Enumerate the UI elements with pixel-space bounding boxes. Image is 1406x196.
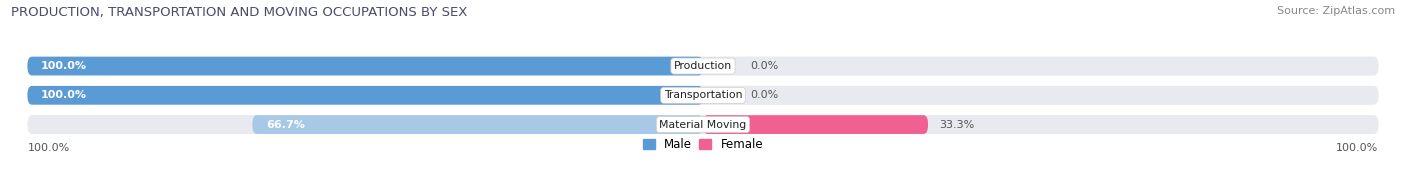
Text: Material Moving: Material Moving (659, 120, 747, 130)
Legend: Male, Female: Male, Female (643, 138, 763, 151)
Text: 100.0%: 100.0% (41, 90, 87, 100)
Text: 66.7%: 66.7% (266, 120, 305, 130)
Text: 33.3%: 33.3% (939, 120, 974, 130)
Text: 100.0%: 100.0% (28, 143, 70, 153)
Text: Source: ZipAtlas.com: Source: ZipAtlas.com (1277, 6, 1395, 16)
FancyBboxPatch shape (27, 86, 1379, 105)
FancyBboxPatch shape (703, 115, 928, 134)
FancyBboxPatch shape (27, 57, 1379, 76)
Text: Production: Production (673, 61, 733, 71)
Text: PRODUCTION, TRANSPORTATION AND MOVING OCCUPATIONS BY SEX: PRODUCTION, TRANSPORTATION AND MOVING OC… (11, 6, 468, 19)
Text: 0.0%: 0.0% (751, 61, 779, 71)
Text: 100.0%: 100.0% (41, 61, 87, 71)
Text: 100.0%: 100.0% (1336, 143, 1378, 153)
FancyBboxPatch shape (27, 115, 1379, 134)
Text: Transportation: Transportation (664, 90, 742, 100)
FancyBboxPatch shape (252, 115, 703, 134)
Text: 0.0%: 0.0% (751, 90, 779, 100)
FancyBboxPatch shape (28, 86, 703, 105)
FancyBboxPatch shape (28, 57, 703, 75)
